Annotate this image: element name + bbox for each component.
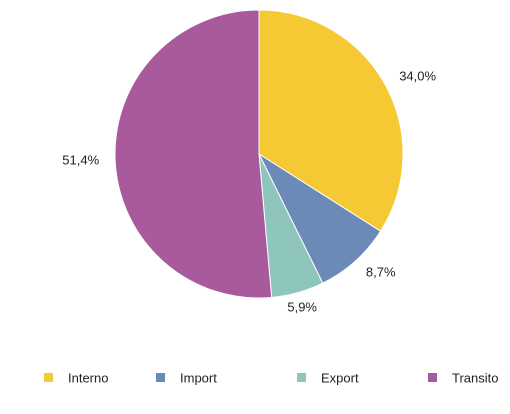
legend-label: Import xyxy=(180,370,217,385)
data-label: 34,0% xyxy=(399,68,436,83)
data-label: 51,4% xyxy=(62,152,99,167)
data-label: 5,9% xyxy=(287,299,317,314)
legend-swatch xyxy=(156,373,165,382)
data-label: 8,7% xyxy=(366,264,396,279)
pie-slice xyxy=(114,9,273,299)
legend-label: Export xyxy=(321,370,359,385)
legend-label: Transito xyxy=(452,370,498,385)
legend-swatch xyxy=(297,373,306,382)
pie-slice xyxy=(258,9,404,232)
legend-swatch xyxy=(44,373,53,382)
legend-swatch xyxy=(428,373,437,382)
legend-label: Interno xyxy=(68,370,108,385)
